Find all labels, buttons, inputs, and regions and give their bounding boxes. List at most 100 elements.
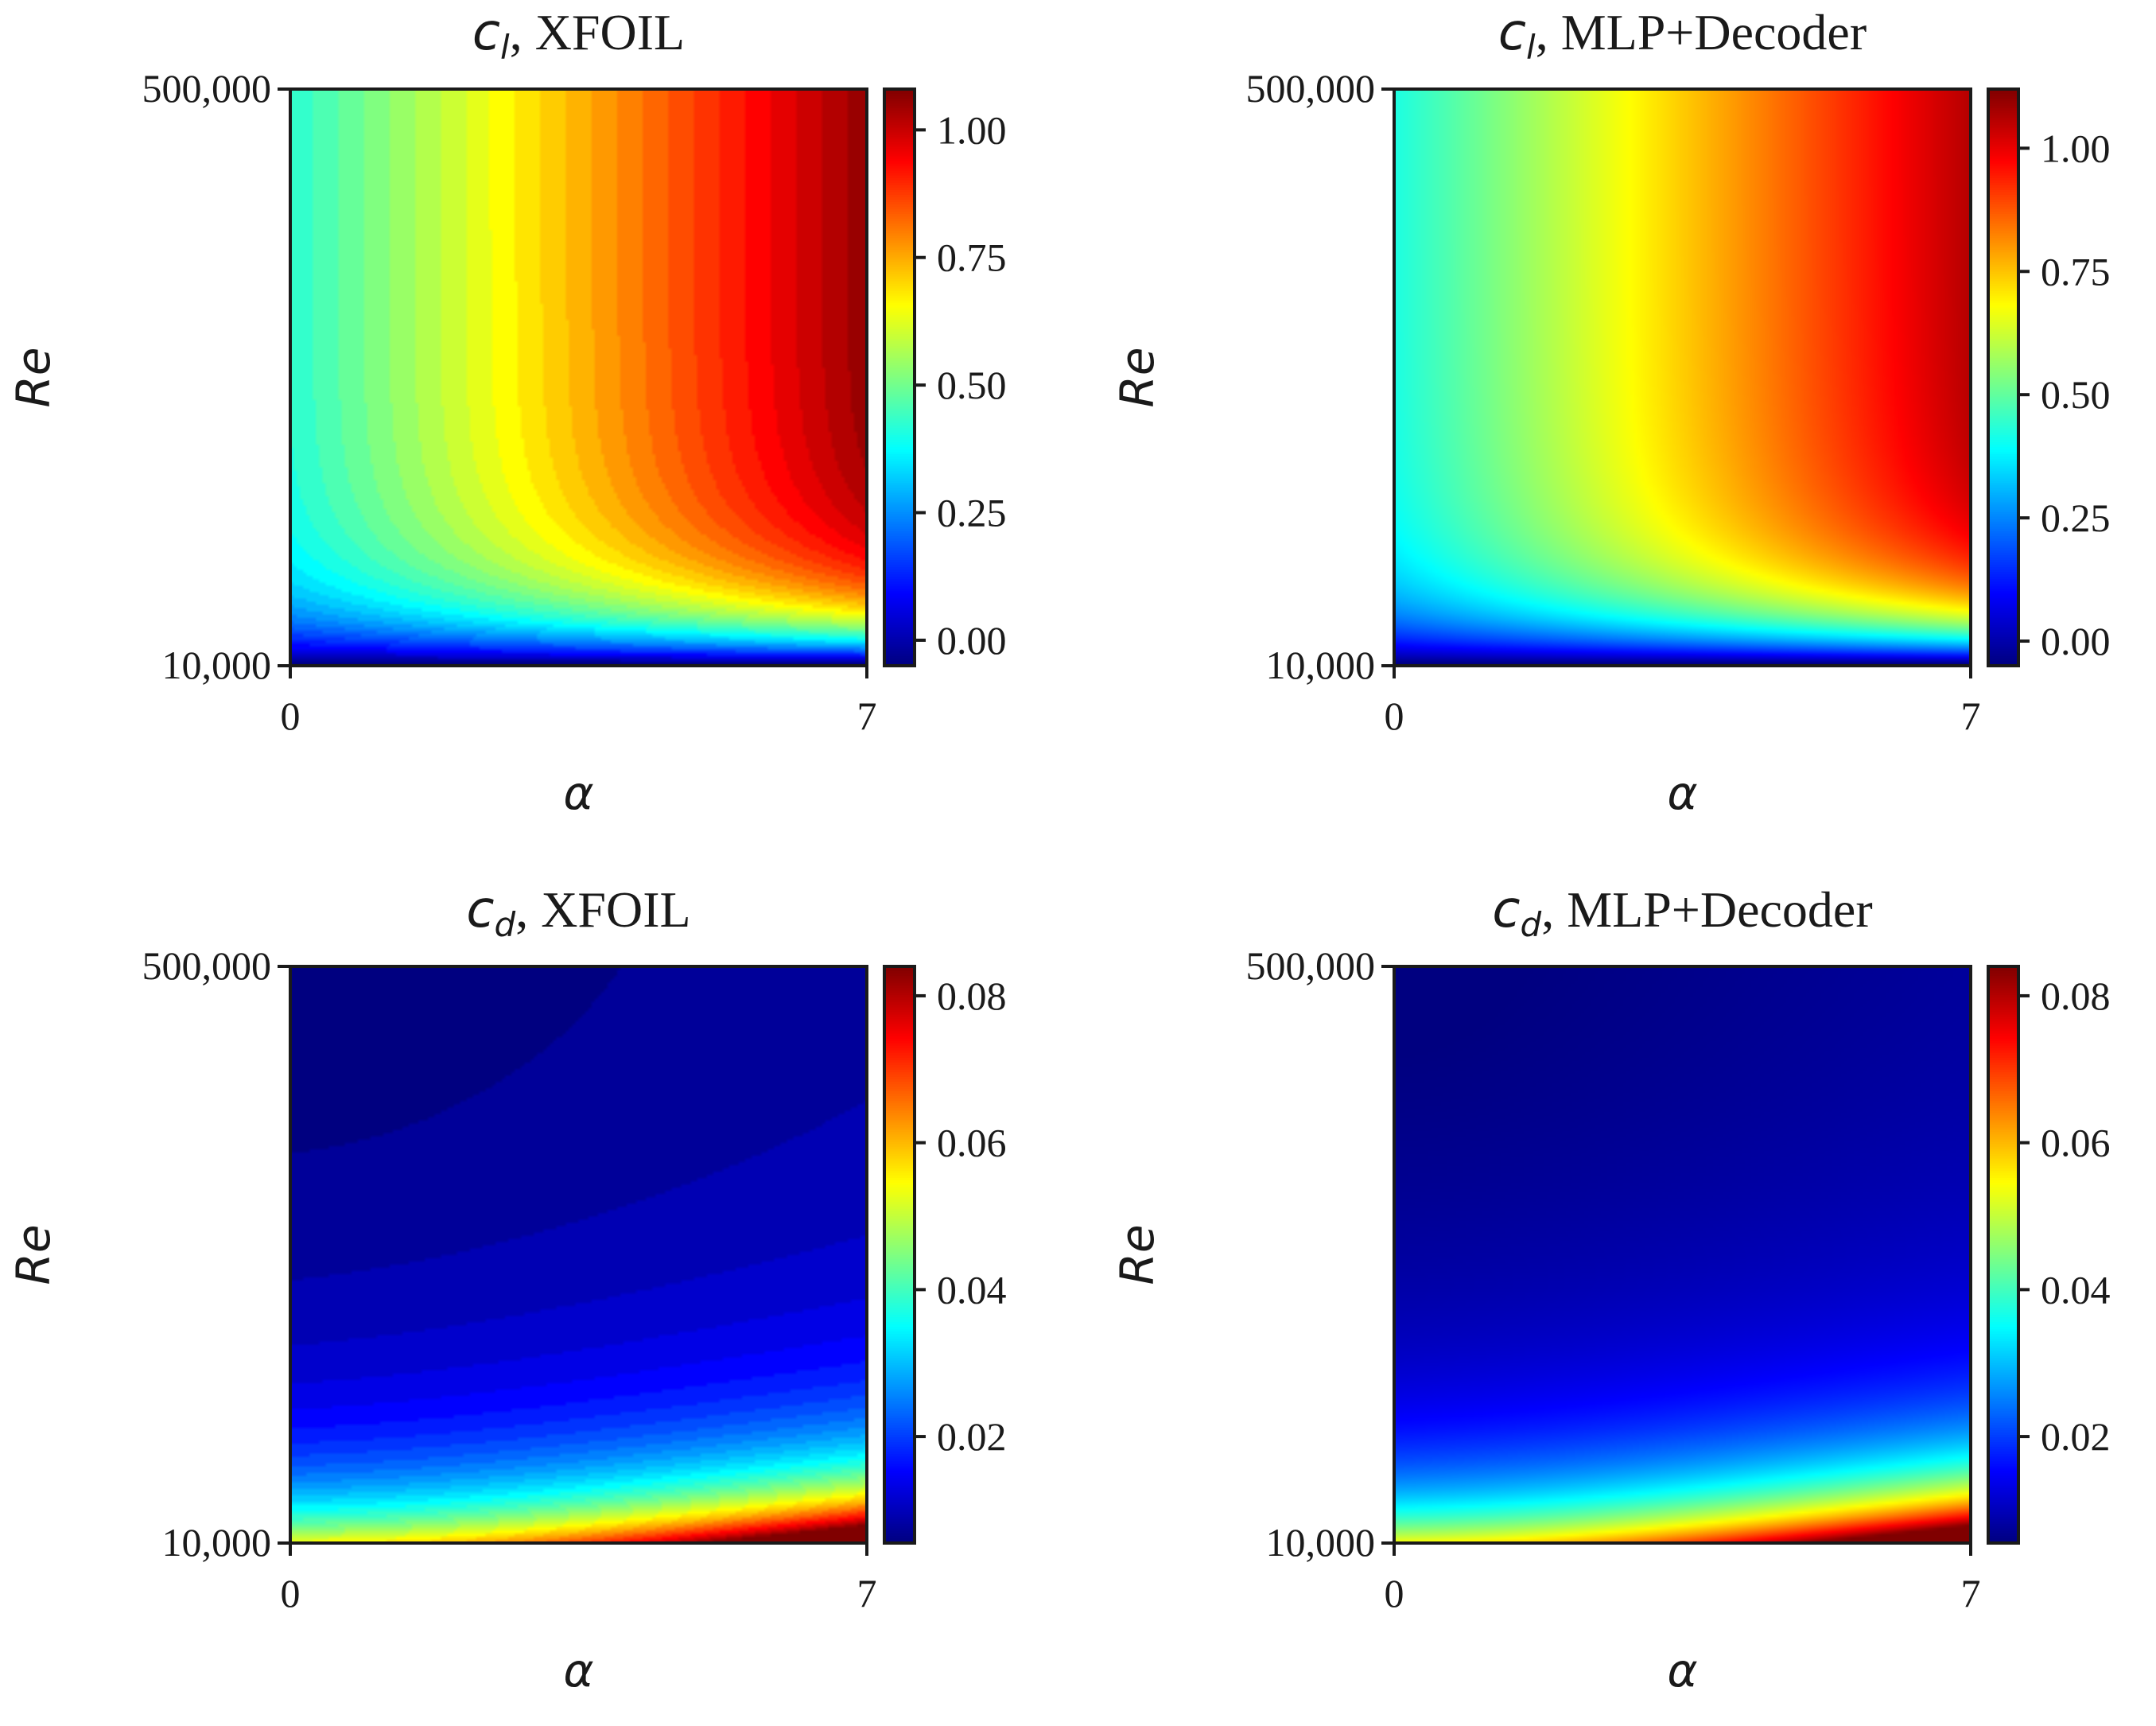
colorbar-band <box>884 605 915 609</box>
colorbar-band <box>1988 1523 2018 1527</box>
colorbar-band <box>884 452 915 456</box>
colorbar-band <box>884 1312 915 1316</box>
colorbar-band <box>1988 250 2018 254</box>
colorbar-band <box>1988 1024 2018 1028</box>
colorbar-band <box>1988 1084 2018 1088</box>
colorbar-band <box>1988 1490 2018 1494</box>
colorbar-band <box>884 488 915 492</box>
colorbar-band <box>884 615 915 619</box>
colorbar-band <box>1988 523 2018 527</box>
colorbar-band <box>1988 375 2018 379</box>
colorbar-band <box>884 1304 915 1308</box>
colorbar-band <box>884 1165 915 1169</box>
colorbar-band <box>884 111 915 115</box>
colorbar-band <box>884 252 915 256</box>
colorbar-band <box>1988 1377 2018 1381</box>
colorbar-band <box>884 639 915 643</box>
colorbar-band <box>1988 334 2018 338</box>
colorbar-band <box>884 442 915 446</box>
colorbar-band <box>884 1523 915 1527</box>
colorbar-band <box>1988 351 2018 355</box>
colorbar-band <box>1988 269 2018 273</box>
colorbar-band <box>884 483 915 487</box>
colorbar-band <box>1988 1398 2018 1402</box>
colorbar-band <box>884 1069 915 1073</box>
colorbar-band <box>1988 127 2018 131</box>
colorbar-band <box>884 1428 915 1432</box>
title-text: , XFOIL <box>510 4 685 60</box>
colorbar-band <box>1988 1459 2018 1463</box>
colorbar-band <box>1988 1040 2018 1044</box>
colorbar-band <box>884 1452 915 1456</box>
colorbar-tick-label: 0.75 <box>2041 249 2111 293</box>
colorbar-band <box>884 103 915 107</box>
colorbar-band <box>1988 139 2018 143</box>
colorbar-band <box>1988 504 2018 508</box>
colorbar-band <box>884 384 915 388</box>
title-text: , XFOIL <box>515 881 690 938</box>
colorbar-band <box>1988 1000 2018 1004</box>
title-subscript: l <box>500 28 510 67</box>
colorbar-band <box>1988 1521 2018 1525</box>
colorbar-band <box>1988 514 2018 518</box>
colorbar-band <box>1988 1221 2018 1225</box>
colorbar-band <box>884 427 915 431</box>
colorbar-band <box>1988 1125 2018 1129</box>
colorbar-band <box>1988 1120 2018 1124</box>
colorbar-band <box>1988 382 2018 386</box>
colorbar-band <box>1988 103 2018 107</box>
colorbar-band <box>1988 1300 2018 1304</box>
colorbar-band <box>884 274 915 278</box>
colorbar-band <box>884 266 915 270</box>
colorbar-band <box>1988 365 2018 369</box>
colorbar-band <box>1988 274 2018 278</box>
colorbar-band <box>884 403 915 407</box>
colorbar-band <box>884 1259 915 1263</box>
colorbar-band <box>884 497 915 501</box>
colorbar-band <box>884 226 915 230</box>
colorbar-band <box>884 269 915 273</box>
colorbar-band <box>884 168 915 172</box>
colorbar-band <box>884 1172 915 1176</box>
colorbar-band <box>884 163 915 167</box>
colorbar-band <box>884 1403 915 1407</box>
colorbar-band <box>884 1360 915 1364</box>
colorbar-band <box>1988 245 2018 249</box>
colorbar-band <box>884 466 915 470</box>
colorbar-band <box>1988 1348 2018 1352</box>
colorbar-band <box>1988 1052 2018 1056</box>
colorbar-band <box>884 1254 915 1258</box>
colorbar-band <box>884 255 915 259</box>
colorbar-band <box>884 293 915 297</box>
colorbar-band <box>1988 425 2018 429</box>
colorbar-band <box>884 329 915 333</box>
colorbar-band <box>884 398 915 402</box>
colorbar-band <box>1988 1475 2018 1479</box>
colorbar-band <box>1988 235 2018 239</box>
colorbar-band <box>884 1021 915 1025</box>
colorbar-band <box>884 1221 915 1225</box>
colorbar-tick-label: 0.00 <box>2041 619 2111 663</box>
colorbar-band <box>884 94 915 98</box>
colorbar-band <box>1988 130 2018 134</box>
colorbar-band <box>1988 593 2018 597</box>
colorbar-band <box>1988 598 2018 602</box>
colorbar-band <box>1988 1028 2018 1032</box>
colorbar-band <box>884 224 915 227</box>
colorbar-band <box>884 1024 915 1028</box>
colorbar-band <box>884 558 915 562</box>
colorbar-band <box>1988 471 2018 475</box>
colorbar-band <box>1988 427 2018 431</box>
colorbar-band <box>1988 591 2018 595</box>
colorbar-band <box>1988 440 2018 444</box>
colorbar-band <box>884 617 915 621</box>
colorbar-band <box>1988 1079 2018 1083</box>
colorbar-band <box>1988 317 2018 321</box>
colorbar-band <box>1988 255 2018 259</box>
colorbar-band <box>884 1437 915 1441</box>
colorbar-band <box>884 435 915 439</box>
colorbar-band <box>884 1106 915 1110</box>
colorbar-band <box>884 641 915 645</box>
